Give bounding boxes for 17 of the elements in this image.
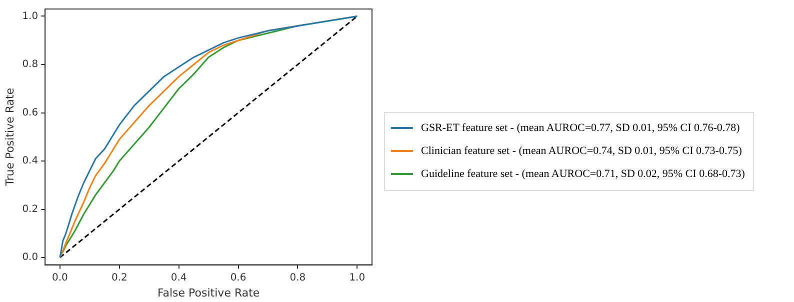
x-tick-label: 0.6 [230,272,246,284]
x-tick-label: 0.0 [52,272,68,284]
x-tick-label: 0.8 [290,272,306,284]
legend-label: Clinician feature set - (mean AUROC=0.74, SD 0.01, 95% CI 0.73-0.75) [421,145,742,157]
y-tick-label: 0.6 [22,107,38,118]
x-tick-label: 0.4 [170,272,187,284]
y-tick-label: 0.4 [22,156,38,167]
y-tick-label: 0.0 [22,252,38,264]
y-axis-title: True Positive Rate [3,88,16,187]
y-tick-label: 0.2 [22,204,38,215]
x-tick-label: 0.2 [111,272,128,284]
y-tick-label: 0.8 [22,59,38,70]
x-tick-label: 1.0 [349,272,366,284]
y-tick-label: 1.0 [22,10,38,22]
legend-label: Guideline feature set - (mean AUROC=0.71, SD 0.02, 95% CI 0.68-0.73) [421,168,745,180]
legend-label: GSR-ET feature set - (mean AUROC=0.77, SD 0.01, 95% CI 0.76-0.78) [421,122,740,134]
x-axis-title: False Positive Rate [157,286,260,300]
